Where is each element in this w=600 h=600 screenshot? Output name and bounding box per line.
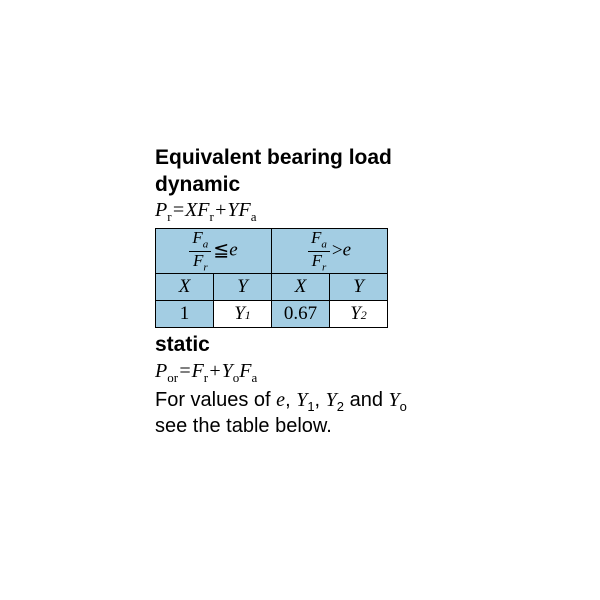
header-right-cell: Fa Fr >e — [272, 229, 388, 274]
fraction-left: Fa Fr — [189, 229, 211, 273]
cell-y1: Y — [214, 274, 272, 301]
heading-line2: dynamic — [155, 172, 475, 197]
cell-x1: X — [156, 274, 214, 301]
static-formula: Por=Fr+YoFa — [155, 360, 475, 386]
load-table: Fa Fr ≦e Fa Fr >e X Y X Y 1 Y1 0.67 Y2 — [155, 228, 388, 328]
val-c1: 1 — [156, 301, 214, 328]
table-xy-row: X Y X Y — [156, 274, 388, 301]
val-c4: Y2 — [330, 301, 388, 328]
static-label: static — [155, 332, 475, 357]
header-left-cell: Fa Fr ≦e — [156, 229, 272, 274]
cell-y2: Y — [330, 274, 388, 301]
footer-text: For values of e, Y1, Y2 and Yosee the ta… — [155, 389, 475, 438]
table-val-row: 1 Y1 0.67 Y2 — [156, 301, 388, 328]
table-header-row: Fa Fr ≦e Fa Fr >e — [156, 229, 388, 274]
val-c2: Y1 — [214, 301, 272, 328]
fraction-right: Fa Fr — [308, 229, 330, 273]
cell-x2: X — [272, 274, 330, 301]
content-block: Equivalent bearing load dynamic Pr=XFr+Y… — [155, 145, 475, 438]
val-c3: 0.67 — [272, 301, 330, 328]
heading-line1: Equivalent bearing load — [155, 145, 475, 170]
dynamic-formula: Pr=XFr+YFa — [155, 199, 475, 225]
